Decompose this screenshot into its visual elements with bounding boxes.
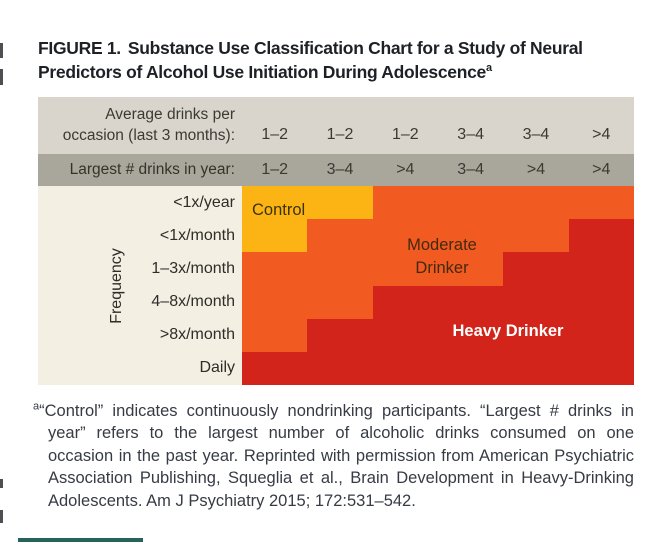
largest-drinks-value-1: 1–2 xyxy=(261,161,289,178)
header-average-drinks-row: Average drinks per occasion (last 3 mont… xyxy=(38,97,634,154)
page-edge-sliver xyxy=(0,69,3,85)
cell-r4c3-heavy xyxy=(372,285,438,319)
cell-r5c5-heavy xyxy=(503,318,569,352)
cell-r6c6-heavy xyxy=(568,351,634,385)
cell-r2c3-moderate xyxy=(372,219,438,253)
cell-r6c5-heavy xyxy=(503,351,569,385)
avg-drinks-value-2: 1–2 xyxy=(326,126,354,143)
cell-r1c1-control xyxy=(242,186,308,220)
figure-footnote: a“Control” indicates continuously nondri… xyxy=(33,400,634,512)
page-edge-sliver xyxy=(0,479,3,488)
figure-number: FIGURE 1. xyxy=(38,38,121,58)
cell-r3c4-moderate xyxy=(438,252,504,286)
cell-r2c4-moderate xyxy=(438,219,504,253)
frequency-row-labels: <1x/year <1x/month 1–3x/month 4–8x/month >8x… xyxy=(38,186,242,385)
figure-title: FIGURE 1. Substance Use Classification Ch… xyxy=(38,36,644,84)
cell-r4c1-moderate xyxy=(242,285,308,319)
footnote-marker: a xyxy=(33,400,40,413)
frequency-axis-column: Frequency <1x/year <1x/month 1–3x/month 4–8… xyxy=(38,186,242,385)
frequency-row-label-5: >8x/month xyxy=(159,326,235,344)
header-largest-drinks-values: 1–2 3–4 >4 3–4 >4 >4 xyxy=(242,161,634,179)
classification-cells: Control Moderate Drinker Heavy Drinker xyxy=(242,186,634,385)
avg-drinks-value-1: 1–2 xyxy=(261,126,289,143)
chart-grid: Frequency <1x/year <1x/month 1–3x/month 4–8… xyxy=(38,186,634,385)
largest-drinks-value-4: 3–4 xyxy=(457,161,484,178)
avg-drinks-value-4: 3–4 xyxy=(457,126,484,143)
cell-r2c6-heavy xyxy=(568,219,634,253)
cell-r1c4-moderate xyxy=(438,186,504,220)
cell-r5c4-heavy xyxy=(438,318,504,352)
cell-r6c4-heavy xyxy=(438,351,504,385)
control-region-label: Control xyxy=(252,201,306,219)
y-axis-label: Frequency xyxy=(108,247,125,324)
header-largest-drinks-label: Largest # drinks in year: xyxy=(69,161,235,178)
cell-r4c5-heavy xyxy=(503,285,569,319)
frequency-row-label-2: <1x/month xyxy=(159,226,235,244)
cell-r3c3-moderate xyxy=(372,252,438,286)
cell-r4c4-heavy xyxy=(438,285,504,319)
avg-drinks-value-5: 3–4 xyxy=(522,126,550,143)
cell-r2c5-moderate xyxy=(503,219,569,253)
classification-chart: Average drinks per occasion (last 3 mont… xyxy=(38,97,634,385)
footnote-text: “Control” indicates continuously nondrin… xyxy=(39,402,634,510)
frequency-row-label-1: <1x/year xyxy=(173,193,235,211)
cell-r2c1-control xyxy=(242,219,308,253)
cell-r1c5-moderate xyxy=(503,186,569,220)
cell-r3c6-heavy xyxy=(568,252,634,286)
header-largest-drinks-row: Largest # drinks in year: 1–2 3–4 >4 3–4 >4 >… xyxy=(38,154,634,186)
avg-drinks-value-6: >4 xyxy=(592,126,611,143)
cell-r6c3-heavy xyxy=(372,351,438,385)
cell-r3c1-moderate xyxy=(242,252,308,286)
cell-r1c2-control xyxy=(307,186,373,220)
cell-r6c1-heavy xyxy=(242,351,308,385)
frequency-row-label-3: 1–3x/month xyxy=(151,259,235,277)
cell-r2c2-moderate xyxy=(307,219,373,253)
cell-r6c2-heavy xyxy=(307,351,373,385)
page-edge-sliver xyxy=(0,43,3,58)
cell-r3c2-moderate xyxy=(307,252,373,286)
cell-r5c3-heavy xyxy=(372,318,438,352)
frequency-row-label-4: 4–8x/month xyxy=(151,293,235,311)
cell-r5c6-heavy xyxy=(568,318,634,352)
cell-r3c5-heavy xyxy=(503,252,569,286)
page-edge-sliver xyxy=(0,510,3,523)
cell-r5c1-moderate xyxy=(242,318,308,352)
cell-r5c2-heavy xyxy=(307,318,373,352)
avg-drinks-value-3: 1–2 xyxy=(391,126,419,143)
moderate-region-label: Moderate Drinker xyxy=(407,236,477,277)
largest-drinks-value-6: >4 xyxy=(592,161,611,178)
cell-r4c6-heavy xyxy=(568,285,634,319)
cell-r1c6-moderate xyxy=(568,186,634,220)
header-average-drinks-label: Average drinks per occasion (last 3 mont… xyxy=(62,106,235,144)
figure-title-line2: Predictors of Alcohol Use Initiation Dur… xyxy=(38,62,492,82)
cell-r1c3-moderate xyxy=(372,186,438,220)
frequency-row-label-6: Daily xyxy=(199,359,235,377)
title-footnote-marker: a xyxy=(485,62,492,75)
largest-drinks-value-3: >4 xyxy=(396,161,415,178)
header-average-drinks-values: 1–2 1–2 1–2 3–4 3–4 >4 xyxy=(242,126,634,154)
largest-drinks-value-5: >4 xyxy=(526,161,546,178)
page-footer-rule xyxy=(18,538,143,542)
figure-title-line1: FIGURE 1. Substance Use Classification Ch… xyxy=(38,38,583,58)
cell-r4c2-moderate xyxy=(307,285,373,319)
heavy-region-label: Heavy Drinker xyxy=(452,322,564,340)
largest-drinks-value-2: 3–4 xyxy=(326,161,354,178)
